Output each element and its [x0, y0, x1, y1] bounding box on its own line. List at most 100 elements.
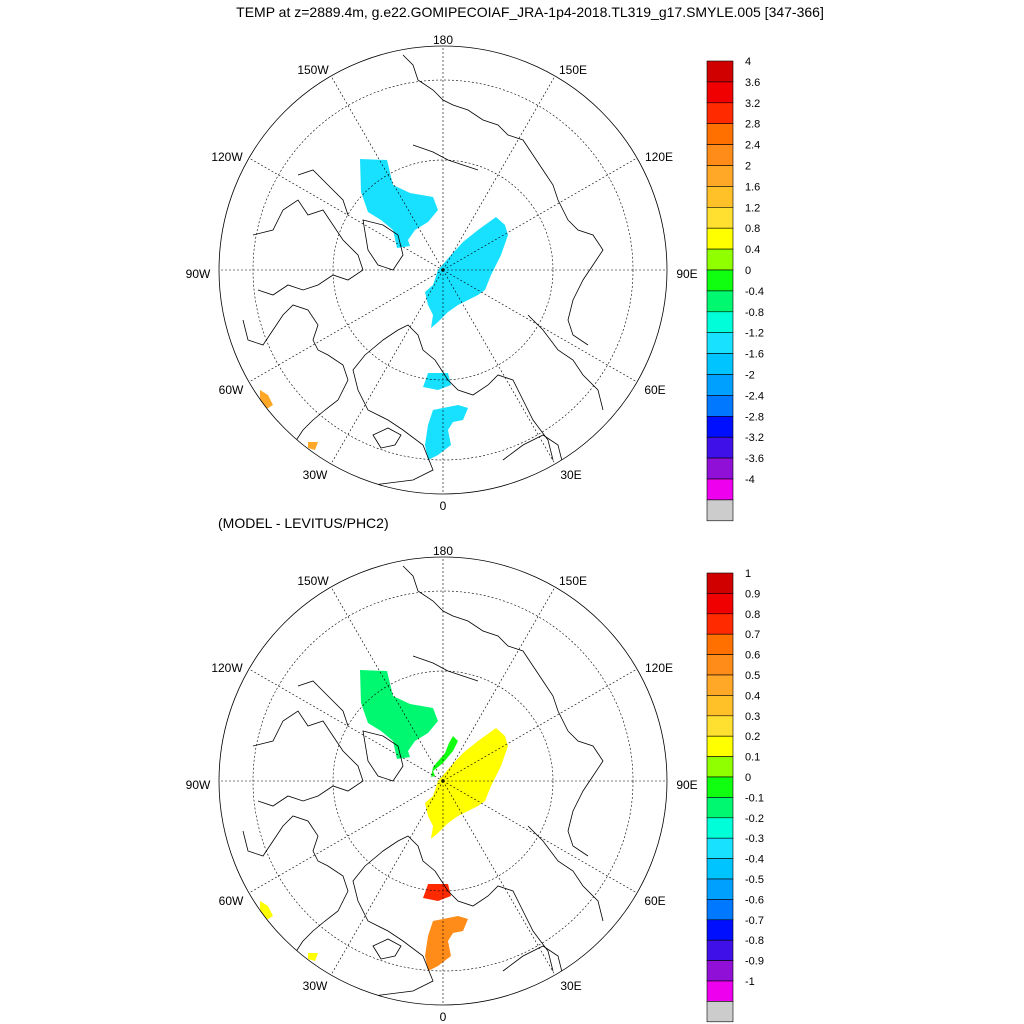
- meridian-line: [442, 780, 556, 976]
- longitude-label: 120W: [211, 661, 243, 675]
- longitude-label: 120E: [645, 150, 673, 164]
- colorbar-swatch: [706, 899, 734, 921]
- colorbar-tick-label: 1: [745, 568, 751, 580]
- colorbar-swatch: [706, 633, 734, 655]
- colorbar-swatch: [706, 332, 734, 354]
- colorbar-tick-label: -0.6: [745, 894, 764, 906]
- map-area: [219, 46, 667, 494]
- colorbar-tick-label: 3.6: [745, 77, 760, 89]
- field-region: [425, 217, 508, 328]
- colorbar-swatch: [706, 572, 734, 594]
- coastline: [362, 219, 404, 271]
- colorbar-tick-label: -1: [745, 976, 755, 988]
- longitude-label: 0: [440, 499, 447, 513]
- coastline: [297, 169, 349, 216]
- colorbar-swatch: [706, 674, 734, 696]
- colorbar-tick-label: -4: [745, 474, 755, 486]
- colorbar-swatch: [706, 227, 734, 250]
- coastline: [252, 710, 364, 807]
- latitude-circle: [332, 159, 554, 381]
- longitude-label: 30E: [560, 468, 581, 482]
- colorbar-tick-label: 0.1: [745, 752, 760, 764]
- coastline: [567, 730, 604, 857]
- longitude-label: 150E: [559, 63, 587, 77]
- colorbar-tick-label: 0.3: [745, 711, 760, 723]
- field-region: [360, 159, 438, 248]
- field-region: [260, 901, 273, 921]
- colorbar-tick-label: 0.2: [745, 731, 760, 743]
- colorbar-tick-label: 0: [745, 265, 751, 277]
- chart-title: TEMP at z=2889.4m, g.e22.GOMIPECOIAF_JRA…: [236, 4, 824, 20]
- colorbar-swatch: [706, 123, 734, 145]
- colorbar-tick-label: -3.2: [745, 432, 764, 444]
- map-area: [219, 557, 667, 1005]
- colorbar-swatch: [706, 311, 734, 333]
- longitude-label: 90E: [676, 267, 697, 281]
- meridian-line: [248, 668, 444, 782]
- coastline: [502, 434, 564, 466]
- colorbar-tick-label: -0.2: [745, 813, 764, 825]
- colorbar-swatch: [706, 613, 734, 635]
- colorbar-swatch: [706, 593, 734, 615]
- colorbar-swatch: [706, 499, 734, 522]
- colorbar-swatch: [706, 290, 734, 313]
- colorbar-swatch: [706, 248, 734, 271]
- colorbar-tick-label: -2: [745, 370, 755, 382]
- coastline: [352, 324, 554, 486]
- longitude-label: 60E: [644, 894, 665, 908]
- colorbar-swatch: [706, 1001, 734, 1023]
- meridian-line: [442, 157, 638, 271]
- longitude-label: 90E: [676, 778, 697, 792]
- colorbar-swatch: [706, 436, 734, 459]
- colorbar-swatch: [706, 457, 734, 480]
- colorbar-tick-label: 2.8: [745, 119, 760, 131]
- meridian-line: [330, 586, 444, 782]
- meridian-line: [442, 586, 556, 782]
- colorbar-tick-label: 0: [745, 772, 751, 784]
- coastline: [352, 835, 554, 997]
- colorbar-tick-label: -1.6: [745, 349, 764, 361]
- colorbar-tick-label: -1.2: [745, 328, 764, 340]
- colorbar-tick-label: -0.1: [745, 792, 764, 804]
- longitude-label: 60W: [219, 894, 244, 908]
- meridian-line: [442, 269, 556, 465]
- longitude-label: 120E: [645, 661, 673, 675]
- coastline: [252, 199, 364, 296]
- longitude-label: 0: [440, 1010, 447, 1024]
- coastline: [402, 54, 569, 221]
- field-region: [308, 953, 318, 961]
- colorbar-swatch: [706, 756, 734, 778]
- colorbar-swatch: [706, 144, 734, 166]
- colorbar-swatch: [706, 735, 734, 757]
- meridian-line: [330, 780, 444, 976]
- colorbar-tick-label: -2.8: [745, 411, 764, 423]
- latitude-circle: [252, 79, 634, 461]
- colorbar-swatch: [706, 980, 734, 1002]
- longitude-label: 180: [433, 544, 453, 558]
- colorbar-tick-label: 0.4: [745, 690, 760, 702]
- colorbar-swatch: [706, 878, 734, 900]
- longitude-label: 90W: [186, 267, 211, 281]
- coastline: [412, 655, 479, 682]
- field-region: [425, 728, 508, 839]
- longitude-label: 90W: [186, 778, 211, 792]
- longitude-label: 120W: [211, 150, 243, 164]
- colorbar-swatch: [706, 695, 734, 717]
- latitude-circle: [252, 590, 634, 972]
- colorbar-tick-label: -0.8: [745, 935, 764, 947]
- coastline: [242, 304, 349, 461]
- colorbar-tick-label: -0.7: [745, 915, 764, 927]
- field-region: [431, 736, 458, 777]
- longitude-label: 60E: [644, 383, 665, 397]
- meridian-line: [442, 75, 556, 271]
- colorbar-swatch: [706, 817, 734, 839]
- colorbar-swatch: [706, 858, 734, 880]
- coastline: [502, 945, 564, 977]
- colorbar-tick-label: -0.8: [745, 307, 764, 319]
- meridian-line: [442, 269, 638, 383]
- colorbar-tick-label: -0.3: [745, 833, 764, 845]
- colorbar-tick-label: 3.2: [745, 98, 760, 110]
- meridian-line: [248, 269, 444, 383]
- coastline: [527, 825, 604, 922]
